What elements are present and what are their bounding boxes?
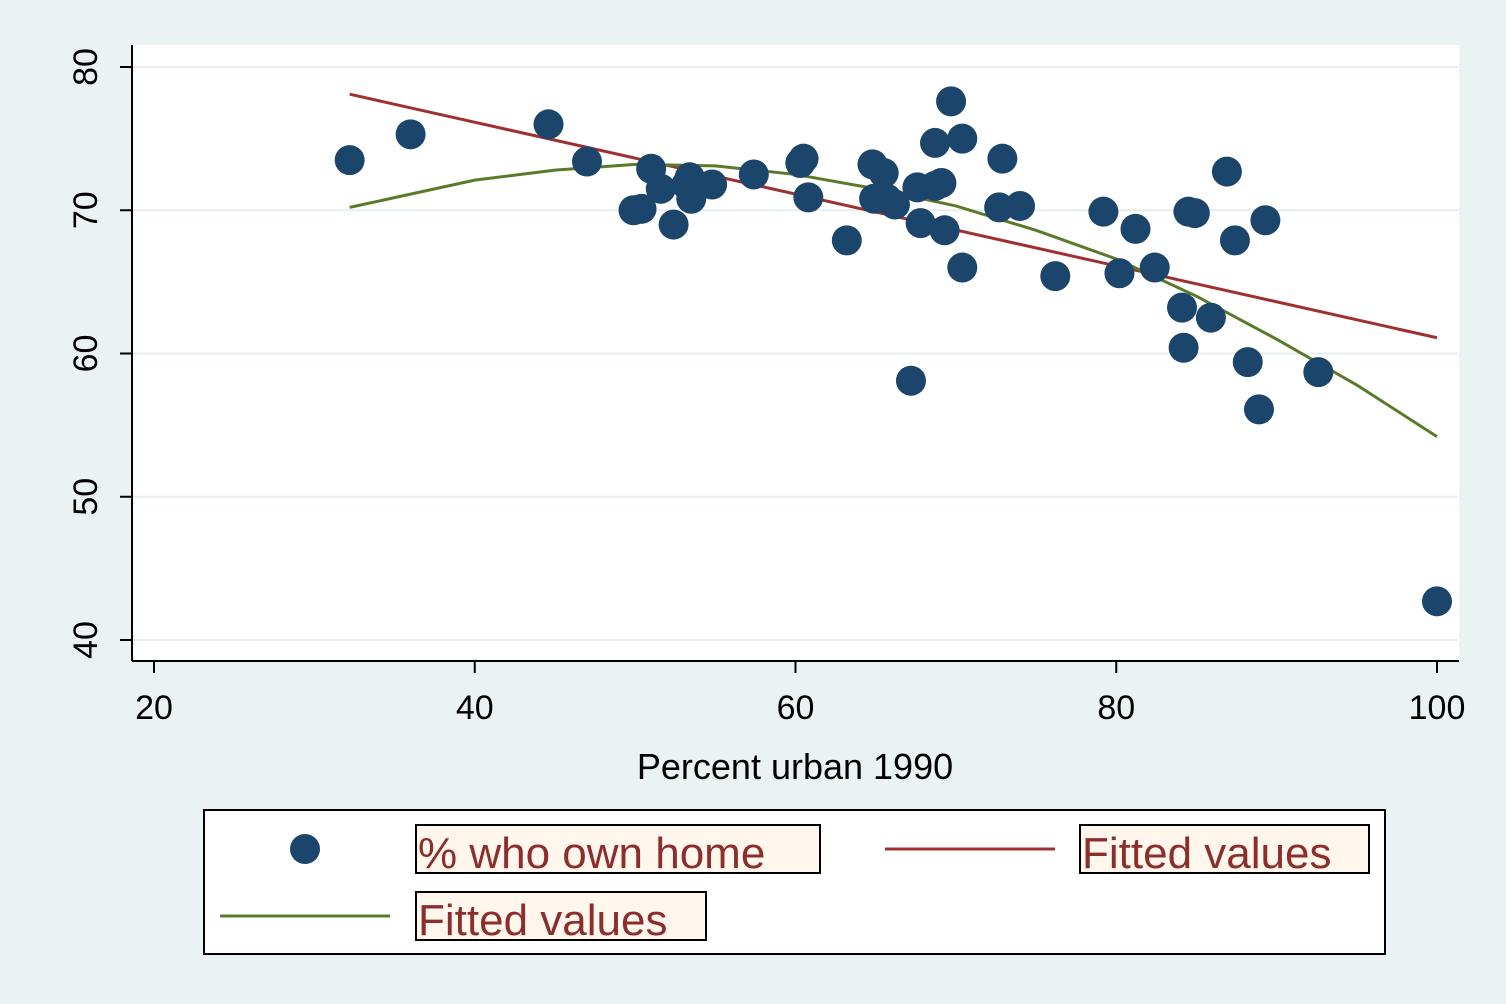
scatter-point (1211, 156, 1242, 187)
scatter-point (572, 146, 603, 177)
legend-marker-points (290, 834, 320, 864)
scatter-point (1195, 302, 1226, 333)
scatter-point (987, 143, 1018, 174)
scatter-point (645, 173, 676, 204)
legend-label-box-linear-fit (1079, 824, 1370, 874)
scatter-point (1250, 205, 1281, 236)
scatter-point (395, 119, 426, 150)
scatter-point (895, 365, 926, 396)
scatter-point (831, 225, 862, 256)
scatter-point (1168, 332, 1199, 363)
x-tick-label: 20 (135, 689, 173, 727)
y-tick-label: 60 (67, 335, 105, 373)
scatter-point (1040, 261, 1071, 292)
x-axis-title: Percent urban 1990 (637, 746, 953, 787)
scatter-point (793, 182, 824, 213)
x-tick-label: 60 (777, 689, 815, 727)
scatter-point (697, 169, 728, 200)
scatter-point (738, 159, 769, 190)
scatter-point (947, 252, 978, 283)
scatter-point (920, 127, 951, 158)
scatter-point (879, 189, 910, 220)
scatter-point (658, 209, 689, 240)
scatter-point (1179, 198, 1210, 229)
scatter-point (1232, 347, 1263, 378)
scatter-point (1104, 258, 1135, 289)
scatter-point (936, 86, 967, 117)
scatter-point (788, 143, 819, 174)
legend-label-linear-fit: Fitted values (1082, 829, 1331, 878)
scatter-point (1243, 394, 1274, 425)
legend: % who own home Fitted values Fitted valu… (203, 809, 1386, 955)
legend-label-quadratic-fit: Fitted values (418, 896, 667, 945)
x-tick-label: 40 (456, 689, 494, 727)
y-tick-label: 50 (67, 478, 105, 516)
x-tick-label: 80 (1097, 689, 1135, 727)
scatter-point (1219, 225, 1250, 256)
legend-label-points: % who own home (418, 829, 765, 878)
x-tick-label: 100 (1409, 689, 1466, 727)
scatter-point (1005, 190, 1036, 221)
scatter-points (334, 86, 1452, 617)
y-tick-label: 70 (67, 191, 105, 229)
scatter-point (533, 109, 564, 140)
axis-ticks: 40 50 60 70 80 20 40 60 80 100 (67, 48, 1465, 727)
scatter-point (334, 145, 365, 176)
scatter-point (1088, 196, 1119, 227)
scatter-point (626, 193, 657, 224)
scatter-point (1422, 586, 1452, 617)
scatter-point (905, 208, 936, 239)
scatter-point (1167, 292, 1198, 323)
scatter-point (1303, 357, 1334, 388)
legend-label-box-quadratic-fit (415, 891, 707, 941)
scatter-point (947, 123, 978, 154)
y-tick-label: 80 (67, 48, 105, 86)
scatter-point (926, 168, 957, 199)
y-tick-label: 40 (67, 621, 105, 659)
scatter-point (1120, 213, 1151, 244)
scatter-point (868, 158, 899, 189)
legend-label-box-points (415, 824, 821, 874)
scatter-point (1139, 252, 1170, 283)
scatter-point (929, 215, 960, 246)
